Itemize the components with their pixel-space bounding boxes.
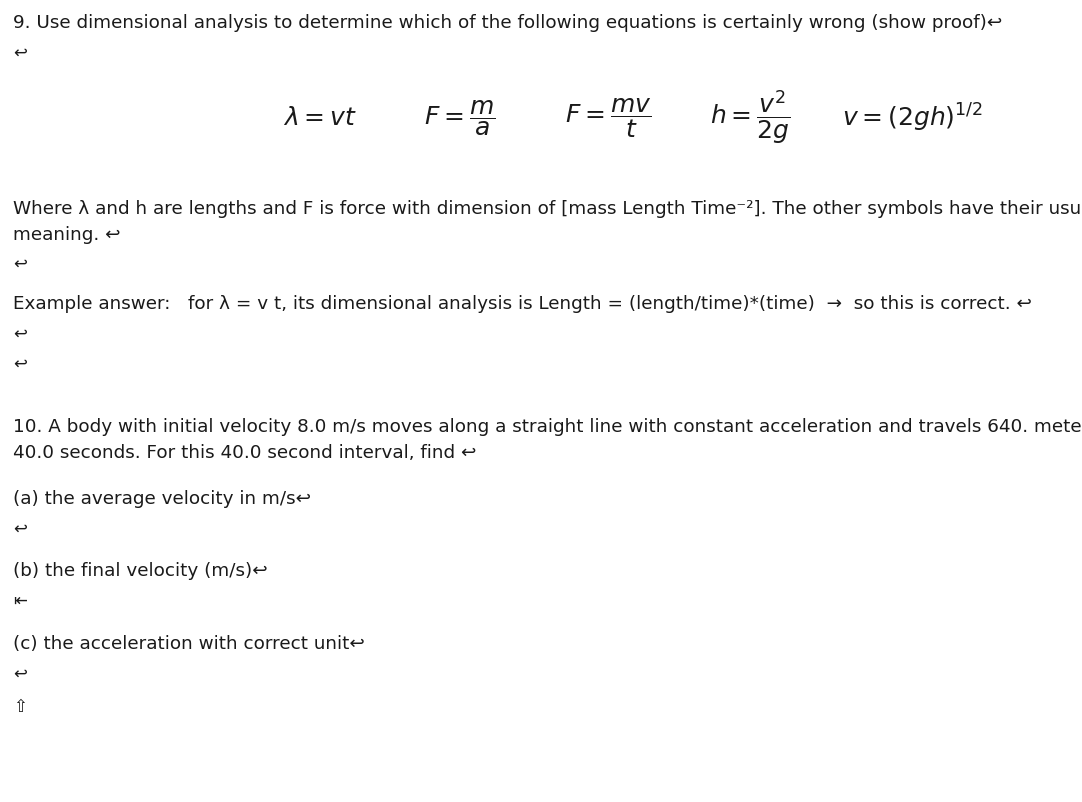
Text: ↩: ↩ xyxy=(13,44,27,62)
Text: ↩: ↩ xyxy=(13,354,27,373)
Text: (a) the average velocity in m/s↩: (a) the average velocity in m/s↩ xyxy=(13,489,311,508)
Text: $h = \dfrac{v^2}{2g}$: $h = \dfrac{v^2}{2g}$ xyxy=(710,89,790,147)
Text: 10. A body with initial velocity 8.0 m/s moves along a straight line with consta: 10. A body with initial velocity 8.0 m/s… xyxy=(13,418,1082,435)
Text: (c) the acceleration with correct unit↩: (c) the acceleration with correct unit↩ xyxy=(13,634,365,652)
Text: ↩: ↩ xyxy=(13,325,27,342)
Text: $v = (2gh)^{1/2}$: $v = (2gh)^{1/2}$ xyxy=(842,102,982,134)
Text: ↩: ↩ xyxy=(13,520,27,537)
Text: Example answer:   for λ = v t, its dimensional analysis is Length = (length/time: Example answer: for λ = v t, its dimensi… xyxy=(13,294,1032,313)
Text: 40.0 seconds. For this 40.0 second interval, find ↩: 40.0 seconds. For this 40.0 second inter… xyxy=(13,444,476,461)
Text: ↩: ↩ xyxy=(13,255,27,273)
Text: 9. Use dimensional analysis to determine which of the following equations is cer: 9. Use dimensional analysis to determine… xyxy=(13,14,1002,32)
Text: ⇧: ⇧ xyxy=(13,697,27,715)
Text: ⇤: ⇤ xyxy=(13,591,27,610)
Text: (b) the final velocity (m/s)↩: (b) the final velocity (m/s)↩ xyxy=(13,561,267,579)
Text: $F = \dfrac{mv}{t}$: $F = \dfrac{mv}{t}$ xyxy=(565,96,651,140)
Text: ↩: ↩ xyxy=(13,664,27,683)
Text: meaning. ↩: meaning. ↩ xyxy=(13,225,120,244)
Text: $\lambda = vt$: $\lambda = vt$ xyxy=(283,106,357,130)
Text: Where λ and h are lengths and F is force with dimension of [mass Length Time⁻²].: Where λ and h are lengths and F is force… xyxy=(13,200,1082,217)
Text: $F = \dfrac{m}{a}$: $F = \dfrac{m}{a}$ xyxy=(424,98,496,138)
